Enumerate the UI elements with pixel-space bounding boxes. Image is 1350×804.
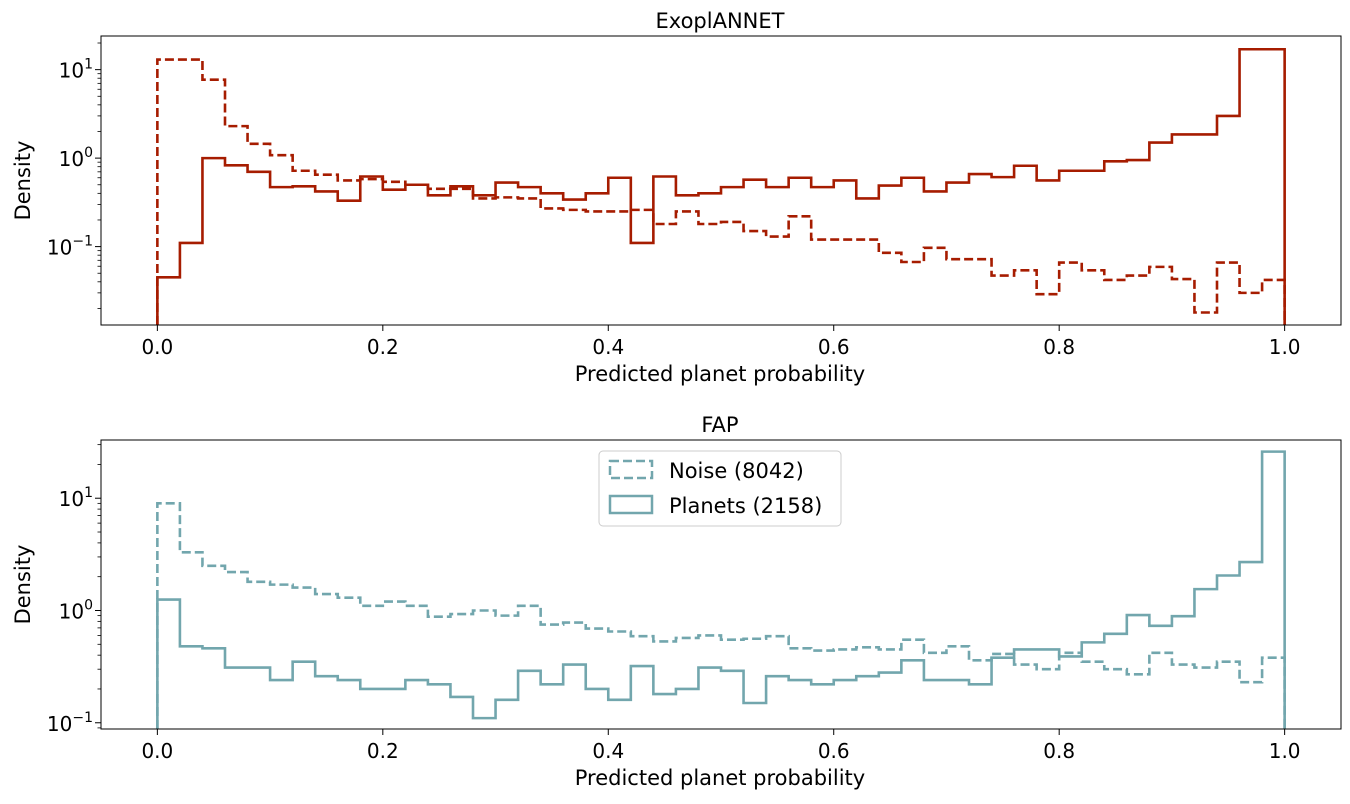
x-tick-label: 0.2 (367, 739, 399, 763)
y-tick-base: 10 (59, 147, 84, 171)
y-tick-exponent: −1 (72, 234, 93, 250)
x-tick: 0.4 (592, 325, 624, 359)
x-tick: 0.4 (592, 729, 624, 763)
y-tick-label: 101 (59, 57, 93, 83)
y-axis-label: Density (11, 141, 35, 221)
y-tick-label: 101 (59, 485, 93, 511)
series-layer (156, 450, 1286, 729)
y-tick-base: 10 (59, 59, 84, 83)
series-solid-step (156, 450, 1286, 729)
plot-frame (100, 35, 1342, 326)
x-tick: 0.0 (141, 729, 173, 763)
legend-label: Noise (8042) (669, 459, 804, 483)
y-tick: 10−1 (47, 710, 101, 736)
legend-swatch-solid (608, 494, 654, 515)
x-tick-label: 0.4 (592, 335, 624, 359)
y-tick-exponent: 1 (84, 485, 93, 501)
x-tick-label: 0.8 (1043, 335, 1075, 359)
legend-entry-planets: Planets (2158) (608, 494, 822, 518)
y-tick-exponent: −1 (72, 710, 93, 726)
panel-fap: FAP 0.0 0.2 0.4 0.6 0.8 1.0 10−1 100 101… (11, 413, 1342, 790)
panel-exoplannet: ExoplANNET 0.0 0.2 0.4 0.6 0.8 1.0 10−1 … (11, 9, 1342, 386)
x-axis-label: Predicted planet probability (575, 362, 865, 386)
y-tick-base: 10 (47, 236, 72, 260)
y-tick-exponent: 0 (84, 597, 93, 613)
x-tick-label: 1.0 (1269, 335, 1301, 359)
x-tick-label: 0.6 (818, 335, 850, 359)
legend: Noise (8042) Planets (2158) (598, 450, 842, 527)
panel-title: FAP (701, 413, 738, 437)
y-tick: 10−1 (47, 234, 101, 260)
x-tick: 0.0 (141, 325, 173, 359)
x-tick: 1.0 (1269, 729, 1301, 763)
x-axis: 0.0 0.2 0.4 0.6 0.8 1.0 (141, 325, 1301, 359)
y-tick: 101 (59, 57, 101, 83)
x-tick-label: 0.0 (141, 335, 173, 359)
series-dashed-step (156, 58, 1286, 325)
legend-label: Planets (2158) (669, 494, 822, 518)
x-axis: 0.0 0.2 0.4 0.6 0.8 1.0 (141, 729, 1301, 763)
y-tick-exponent: 0 (84, 145, 93, 161)
series-dashed-step (156, 502, 1286, 729)
y-axis-label: Density (11, 545, 35, 625)
x-tick: 0.2 (367, 729, 399, 763)
x-tick: 0.8 (1043, 729, 1075, 763)
legend-swatch-dashed (608, 459, 654, 480)
legend-frame (598, 450, 842, 527)
y-tick: 101 (59, 485, 101, 511)
y-tick-label: 100 (59, 145, 93, 171)
x-tick: 0.6 (818, 325, 850, 359)
x-tick-label: 0.4 (592, 739, 624, 763)
x-tick-label: 0.8 (1043, 739, 1075, 763)
x-tick: 1.0 (1269, 325, 1301, 359)
plot-frame (100, 439, 1342, 730)
y-tick: 100 (59, 145, 101, 171)
y-tick-base: 10 (59, 487, 84, 511)
x-tick-label: 1.0 (1269, 739, 1301, 763)
y-axis: 10−1 100 101 (47, 42, 101, 309)
y-tick-base: 10 (59, 599, 84, 623)
y-tick-label: 100 (59, 597, 93, 623)
y-tick: 100 (59, 597, 101, 623)
x-axis-label: Predicted planet probability (575, 766, 865, 790)
legend-entry-noise: Noise (8042) (608, 459, 804, 483)
y-tick-exponent: 1 (84, 57, 93, 73)
y-axis: 10−1 100 101 (47, 444, 101, 736)
y-tick-base: 10 (47, 712, 72, 736)
y-tick-label: 10−1 (47, 710, 93, 736)
series-solid-step (156, 47, 1286, 325)
x-tick: 0.8 (1043, 325, 1075, 359)
x-tick-label: 0.6 (818, 739, 850, 763)
y-tick-label: 10−1 (47, 234, 93, 260)
x-tick: 0.6 (818, 729, 850, 763)
x-tick-label: 0.2 (367, 335, 399, 359)
x-tick-label: 0.0 (141, 739, 173, 763)
series-layer (156, 47, 1286, 325)
panel-title: ExoplANNET (656, 9, 785, 33)
x-tick: 0.2 (367, 325, 399, 359)
